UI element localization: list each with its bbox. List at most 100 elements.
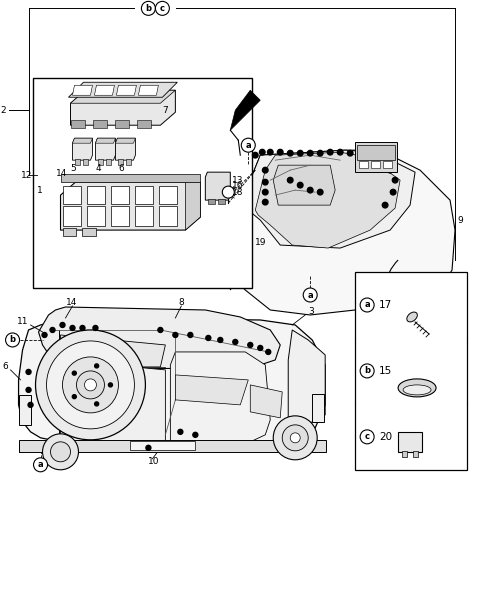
Circle shape <box>26 370 31 374</box>
Text: 14: 14 <box>65 298 77 307</box>
Bar <box>135 186 154 204</box>
Text: 15: 15 <box>379 366 392 376</box>
Circle shape <box>357 152 363 158</box>
Polygon shape <box>115 138 135 160</box>
Circle shape <box>72 371 76 375</box>
Text: 8: 8 <box>179 298 184 307</box>
Circle shape <box>47 341 134 429</box>
Bar <box>72 120 85 128</box>
Circle shape <box>307 151 313 156</box>
Circle shape <box>93 325 98 331</box>
Circle shape <box>317 151 323 156</box>
Circle shape <box>156 1 169 16</box>
Polygon shape <box>273 165 335 205</box>
Circle shape <box>42 332 47 337</box>
Text: c: c <box>365 433 370 442</box>
Polygon shape <box>72 138 93 160</box>
Text: 16: 16 <box>232 181 244 190</box>
Circle shape <box>263 199 268 205</box>
Circle shape <box>392 178 398 183</box>
Circle shape <box>60 322 65 328</box>
Bar <box>94 120 108 128</box>
Circle shape <box>146 445 151 451</box>
Circle shape <box>36 330 145 440</box>
Circle shape <box>34 458 48 472</box>
Bar <box>371 161 380 168</box>
Text: 3: 3 <box>308 307 314 316</box>
Circle shape <box>377 160 383 165</box>
Text: 6: 6 <box>3 362 9 371</box>
Text: a: a <box>245 140 251 149</box>
Bar <box>107 159 111 165</box>
Polygon shape <box>240 150 415 248</box>
Circle shape <box>84 379 96 391</box>
Circle shape <box>252 152 258 158</box>
Bar <box>159 186 178 204</box>
Bar <box>111 186 130 204</box>
Circle shape <box>95 402 98 406</box>
Polygon shape <box>96 138 115 160</box>
Polygon shape <box>230 150 455 315</box>
Text: 18: 18 <box>232 188 244 197</box>
Circle shape <box>80 325 85 331</box>
Circle shape <box>298 182 303 188</box>
Polygon shape <box>170 352 270 442</box>
Polygon shape <box>96 138 115 143</box>
Polygon shape <box>175 375 248 405</box>
Circle shape <box>387 167 393 173</box>
Circle shape <box>288 178 293 183</box>
Text: 10: 10 <box>148 457 160 466</box>
Bar <box>359 161 368 168</box>
Polygon shape <box>71 90 175 125</box>
Ellipse shape <box>398 379 436 397</box>
Circle shape <box>76 371 105 399</box>
Circle shape <box>50 442 71 462</box>
Circle shape <box>317 190 323 195</box>
Bar <box>63 186 82 204</box>
Bar <box>83 228 96 236</box>
Bar <box>402 451 407 457</box>
Bar <box>119 159 123 165</box>
Bar <box>84 159 88 165</box>
Circle shape <box>173 332 178 337</box>
Polygon shape <box>115 138 135 143</box>
Bar <box>33 78 252 288</box>
Circle shape <box>298 151 303 156</box>
Text: b: b <box>10 335 15 344</box>
Bar <box>357 145 395 160</box>
Circle shape <box>290 433 300 443</box>
Circle shape <box>263 190 268 195</box>
Circle shape <box>50 328 55 332</box>
Bar <box>208 199 216 204</box>
Polygon shape <box>117 85 136 95</box>
Bar <box>383 161 392 168</box>
Text: 12: 12 <box>21 170 32 179</box>
Text: 17: 17 <box>379 300 392 310</box>
Circle shape <box>360 364 374 378</box>
Polygon shape <box>250 385 282 418</box>
Bar <box>60 174 200 182</box>
Polygon shape <box>72 85 93 95</box>
Text: 7: 7 <box>162 106 168 115</box>
Circle shape <box>108 383 112 387</box>
Polygon shape <box>288 330 325 435</box>
Circle shape <box>70 325 75 331</box>
Circle shape <box>158 328 163 332</box>
Polygon shape <box>138 85 158 95</box>
Text: b: b <box>364 367 370 376</box>
Circle shape <box>260 149 265 155</box>
Circle shape <box>178 430 183 434</box>
Circle shape <box>360 298 374 312</box>
Circle shape <box>273 416 317 460</box>
Bar <box>19 395 31 425</box>
Circle shape <box>241 138 255 152</box>
Bar <box>413 451 418 457</box>
Bar <box>159 206 178 226</box>
Text: 20: 20 <box>379 432 392 442</box>
Bar <box>312 394 324 422</box>
Ellipse shape <box>403 385 431 395</box>
Bar <box>218 199 225 204</box>
Text: 1: 1 <box>36 185 42 194</box>
Bar <box>115 120 130 128</box>
Ellipse shape <box>407 312 417 322</box>
